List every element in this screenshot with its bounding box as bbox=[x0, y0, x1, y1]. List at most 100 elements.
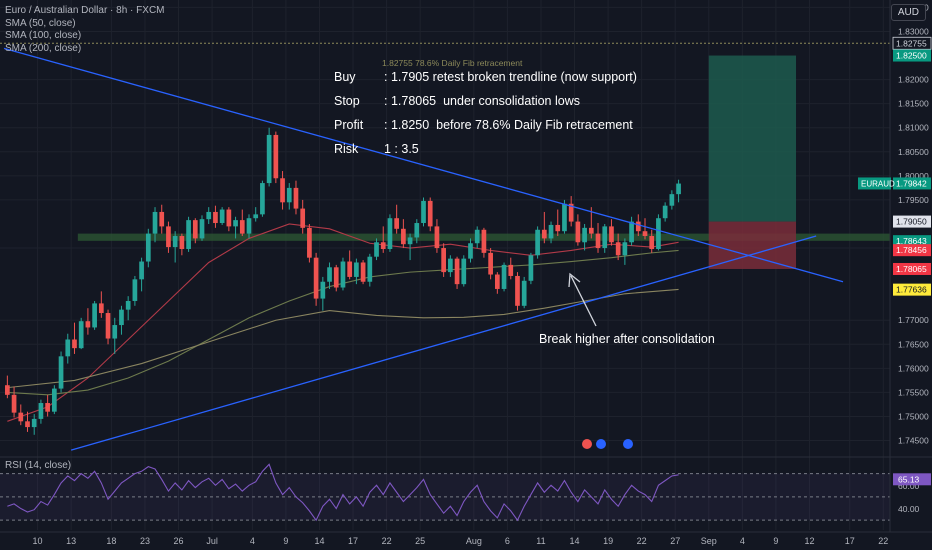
price-tag-bg bbox=[893, 177, 931, 190]
candle bbox=[72, 322, 77, 354]
candle-body bbox=[468, 243, 473, 259]
candle bbox=[448, 255, 453, 277]
price-tag-label: 1.77636 bbox=[896, 285, 927, 295]
candle-body bbox=[280, 178, 285, 203]
candle-body bbox=[226, 209, 232, 227]
x-tick-label: Aug bbox=[466, 536, 482, 546]
candle bbox=[280, 171, 285, 210]
y-tick-label: 1.83000 bbox=[898, 26, 929, 36]
candle-body bbox=[555, 224, 561, 232]
candle-body bbox=[374, 242, 379, 257]
candle bbox=[45, 394, 50, 417]
y-tick-label: 1.76000 bbox=[898, 363, 929, 373]
rsi-legend[interactable]: RSI (14, close) bbox=[5, 460, 72, 471]
trendlines[interactable] bbox=[3, 47, 844, 451]
candle-body bbox=[662, 205, 668, 219]
price-tag-label: 1.78065 bbox=[896, 264, 927, 274]
price-tag-bg bbox=[893, 215, 931, 228]
candle bbox=[468, 238, 473, 263]
candle bbox=[145, 228, 151, 268]
candle bbox=[51, 385, 57, 415]
candle bbox=[219, 207, 225, 225]
x-tick-label: 26 bbox=[174, 536, 184, 546]
candle bbox=[132, 275, 138, 306]
sma-100-label[interactable]: SMA (100, close) bbox=[5, 30, 82, 41]
candle-body bbox=[508, 264, 514, 276]
candle-body bbox=[582, 227, 587, 243]
candle-body bbox=[340, 261, 346, 288]
candle bbox=[622, 238, 628, 265]
candle-body bbox=[132, 279, 138, 301]
candle-body bbox=[260, 183, 265, 215]
candle-body bbox=[125, 300, 131, 310]
ascending-trendline bbox=[70, 235, 817, 451]
candle-body bbox=[65, 339, 71, 357]
candle bbox=[85, 308, 91, 335]
candle bbox=[441, 243, 446, 277]
candle bbox=[434, 219, 440, 253]
candle bbox=[568, 196, 574, 227]
candle bbox=[595, 223, 601, 253]
candle-body bbox=[159, 211, 165, 227]
candle-body bbox=[421, 200, 426, 224]
candle bbox=[38, 399, 44, 424]
trade-row-stop: Stop: 1.78065 under consolidation lows bbox=[334, 94, 637, 118]
candle-body bbox=[300, 208, 306, 228]
candle-body bbox=[72, 339, 77, 349]
candle-body bbox=[327, 267, 332, 282]
candle bbox=[615, 233, 621, 261]
candle bbox=[494, 272, 500, 294]
trade-row-risk: Risk 1 : 3.5 bbox=[334, 142, 637, 166]
price-tag-bg bbox=[893, 244, 931, 257]
x-tick-label: 9 bbox=[773, 536, 778, 546]
candle-body bbox=[192, 220, 198, 239]
rsi-value-label: 65.13 bbox=[898, 474, 920, 484]
event-icons[interactable] bbox=[582, 439, 633, 449]
candle-body bbox=[541, 229, 547, 239]
x-tick-label: 23 bbox=[140, 536, 150, 546]
flag-icon bbox=[596, 439, 606, 449]
candle-body bbox=[461, 258, 467, 285]
candle bbox=[98, 291, 104, 318]
candle bbox=[186, 216, 191, 252]
price-tag: 1.78065 bbox=[893, 262, 931, 275]
candle-body bbox=[642, 231, 648, 237]
candle bbox=[454, 256, 460, 289]
candle-body bbox=[166, 226, 171, 248]
candle-body bbox=[434, 226, 440, 249]
profit-zone bbox=[708, 55, 797, 222]
candle bbox=[307, 223, 312, 263]
candle bbox=[192, 218, 198, 244]
break-annotation: Break higher after consolidation bbox=[539, 332, 715, 346]
candle bbox=[481, 227, 487, 258]
candle bbox=[239, 209, 245, 237]
candle-body bbox=[454, 258, 460, 285]
symbol-tag-label: EURAUD bbox=[861, 179, 895, 188]
candle-body bbox=[676, 183, 681, 195]
candle-body bbox=[139, 261, 144, 280]
candle-body bbox=[488, 252, 493, 275]
trade-key: Profit bbox=[334, 118, 364, 132]
sma-50-label[interactable]: SMA (50, close) bbox=[5, 17, 76, 29]
candle bbox=[555, 209, 561, 237]
candle-body bbox=[535, 229, 540, 256]
candle-body bbox=[5, 385, 10, 395]
candle bbox=[582, 223, 587, 251]
sma-200-label[interactable]: SMA (200, close) bbox=[5, 42, 82, 54]
candle-body bbox=[119, 309, 124, 326]
candle-body bbox=[602, 226, 608, 249]
currency-button[interactable]: AUD bbox=[890, 4, 926, 21]
candle bbox=[125, 296, 131, 321]
trade-value: 1.7905 retest broken trendline (now supp… bbox=[390, 70, 637, 84]
candle bbox=[528, 252, 534, 285]
symbol-title[interactable]: Euro / Australian Dollar · 8h · FXCM bbox=[5, 5, 165, 16]
candle-body bbox=[387, 218, 393, 250]
candle-body bbox=[481, 229, 487, 253]
x-tick-label: 9 bbox=[283, 536, 288, 546]
candle-body bbox=[98, 303, 104, 314]
x-tick-label: 17 bbox=[845, 536, 855, 546]
price-tag-label: 1.79842 bbox=[896, 178, 927, 188]
y-tick-label: 1.79500 bbox=[898, 195, 929, 205]
candle bbox=[461, 255, 467, 287]
